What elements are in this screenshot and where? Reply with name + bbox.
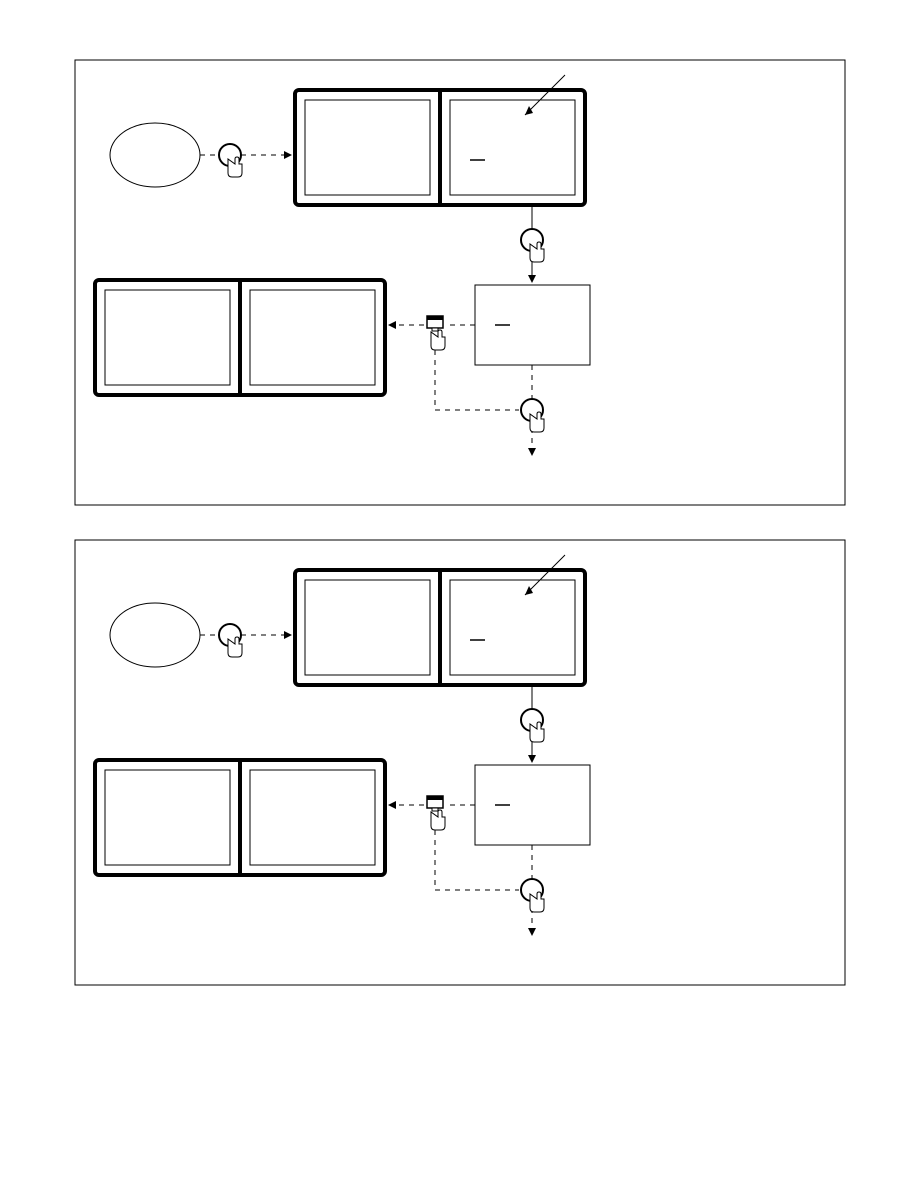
pair-top-inner-right [450,100,575,195]
pair-top-inner-right [450,580,575,675]
pair-bottom-inner-left [105,290,230,385]
single-box [475,765,590,845]
pair-bottom-inner-left [105,770,230,865]
pair-top-inner-left [305,100,430,195]
single-box [475,285,590,365]
pair-top-inner-left [305,580,430,675]
panel-bottom [70,535,850,990]
pair-bottom [95,280,385,395]
page: manualshive.com [0,0,918,1188]
start-node [110,603,200,667]
start-node [110,123,200,187]
pair-top [295,90,585,205]
pair-bottom [95,760,385,875]
pair-top [295,570,585,685]
panel-top [70,55,850,510]
pair-bottom-inner-right [250,290,375,385]
pair-bottom-inner-right [250,770,375,865]
